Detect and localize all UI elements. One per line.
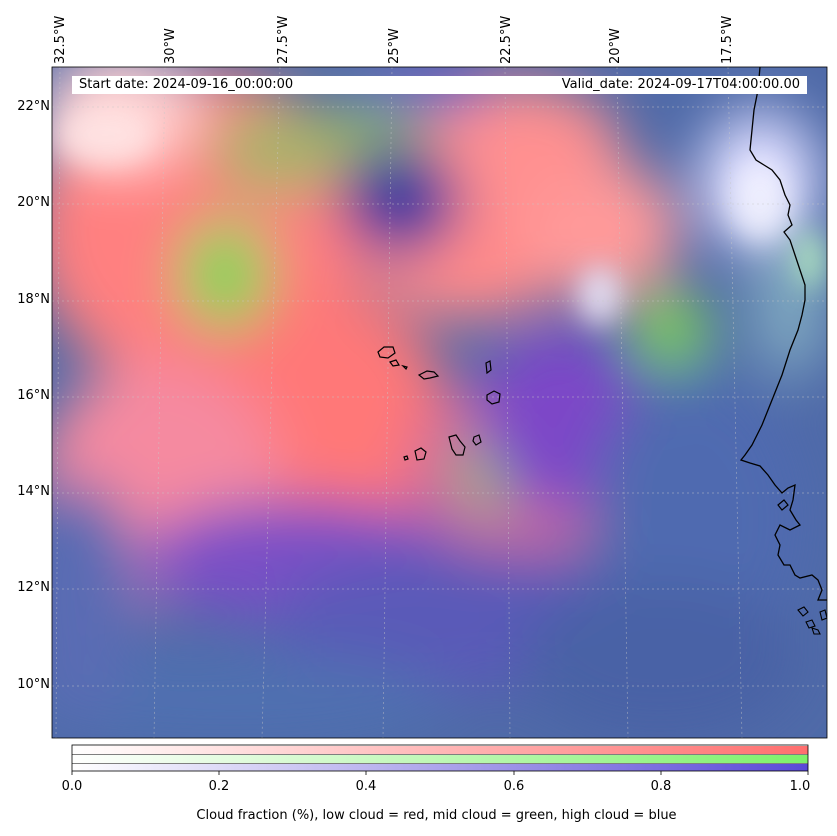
lat-label-10n: 10°N [17,677,50,692]
lat-label-12n: 12°N [17,580,50,595]
island-sal [485,360,492,375]
islands [377,346,501,461]
header-bar [72,76,807,94]
lat-label-22n: 22°N [17,99,50,114]
colorbar-tick-5: 1.0 [789,779,811,794]
colorbar [71,744,809,775]
lon-label-22-5w: 22.5°W [499,15,514,64]
coastline-bissagos [797,606,827,635]
island-maio [472,434,482,446]
island-santiago [448,434,466,456]
lat-label-16n: 16°N [17,388,50,403]
lon-label-27-5w: 27.5°W [276,15,291,64]
colorbar-tick-1: 0.2 [208,779,230,794]
island-sao-nicolau [417,370,440,380]
island-brava [403,455,409,461]
lon-label-17-5w: 17.5°W [720,15,735,64]
coastline-africa [739,67,827,601]
lat-label-14n: 14°N [17,484,50,499]
colorbar-tick-0: 0.0 [61,779,83,794]
island-santa-luzia [401,364,408,371]
map-frame [51,66,828,739]
colorbar-caption: Cloud fraction (%), low cloud = red, mid… [196,808,677,823]
lat-label-18n: 18°N [17,292,50,307]
island-sao-vicente [389,359,400,367]
colorbar-high [72,764,808,771]
coastline-dakar [777,499,789,511]
colorbar-tick-4: 0.8 [650,779,672,794]
colorbar-low [72,746,808,754]
colorbar-mid [72,755,808,763]
island-fogo [414,447,427,461]
colorbar-tick-3: 0.6 [503,779,525,794]
lat-label-20n: 20°N [17,195,50,210]
start-date-label: Start date: 2024-09-16_00:00:00 [79,77,294,92]
graticule [52,67,827,738]
lon-label-20w: 20°W [608,28,623,64]
lon-label-30w: 30°W [163,28,178,64]
valid-date-label: Valid_date: 2024-09-17T04:00:00.00 [561,77,800,92]
island-boa-vista [486,390,501,405]
lon-label-32-5w: 32.5°W [53,15,68,64]
map-panel [52,67,827,738]
island-santo-antao [377,346,396,359]
lon-label-25w: 25°W [387,28,402,64]
colorbar-tick-2: 0.4 [355,779,377,794]
